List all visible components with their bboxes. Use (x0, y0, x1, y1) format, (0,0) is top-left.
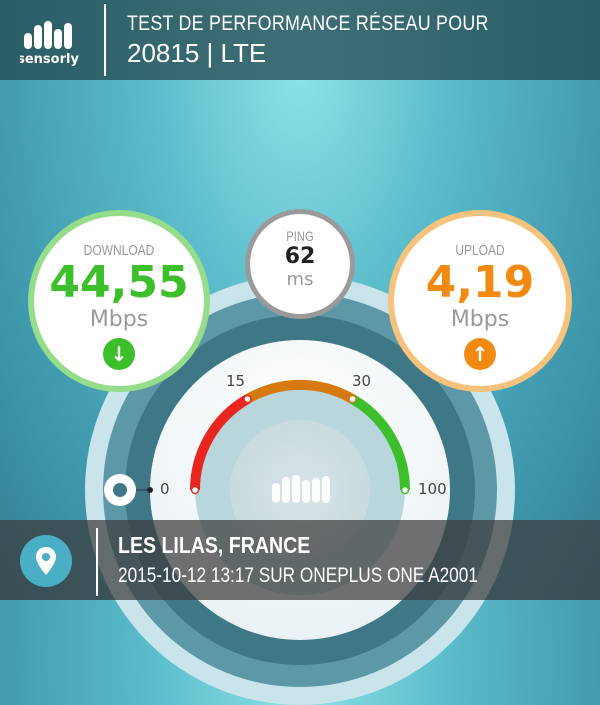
tick-0: 0 (160, 480, 170, 498)
header: sensorly TEST DE PERFORMANCE RÉSEAU POUR… (0, 0, 600, 80)
upload-result: UPLOAD 4,19 Mbps ↑ (388, 210, 572, 392)
ping-value: 62 (284, 244, 316, 269)
tick-15: 15 (226, 372, 246, 390)
test-details: 2015-10-12 13:17 SUR ONEPLUS ONE A2001 (118, 564, 478, 587)
gauge-arc-mid (245, 380, 355, 404)
sensorly-logo: sensorly (20, 21, 79, 67)
network-info: 20815 | LTE (127, 38, 267, 68)
tick-100: 100 (418, 480, 447, 498)
location-name: LES LILAS, FRANCE (118, 532, 311, 558)
upload-unit: Mbps (450, 307, 510, 332)
ping-label: PING (286, 228, 314, 244)
arrow-up-icon: ↑ (464, 338, 496, 370)
gauge-arc-low (189, 394, 251, 491)
download-value: 44,55 (49, 257, 189, 308)
speed-gauge (104, 380, 411, 506)
download-unit: Mbps (89, 307, 149, 332)
download-result: DOWNLOAD 44,55 Mbps ↓ (28, 210, 210, 392)
tick-30: 30 (352, 372, 372, 390)
upload-value: 4,19 (425, 257, 535, 308)
signal-bars-icon (272, 475, 330, 503)
page-title: TEST DE PERFORMANCE RÉSEAU POUR (127, 12, 489, 35)
header-divider (104, 4, 106, 76)
gauge-arc-high (349, 394, 411, 491)
arrow-down-icon: ↓ (103, 338, 135, 370)
ping-unit: ms (286, 269, 314, 290)
ping-result: PING 62 ms (245, 209, 355, 319)
upload-label: UPLOAD (455, 242, 505, 259)
svg-text:sensorly: sensorly (20, 52, 79, 67)
download-label: DOWNLOAD (83, 242, 155, 259)
footer-divider (96, 528, 98, 596)
footer: LES LILAS, FRANCE 2015-10-12 13:17 SUR O… (0, 520, 600, 600)
location-pin-icon[interactable] (20, 535, 72, 587)
